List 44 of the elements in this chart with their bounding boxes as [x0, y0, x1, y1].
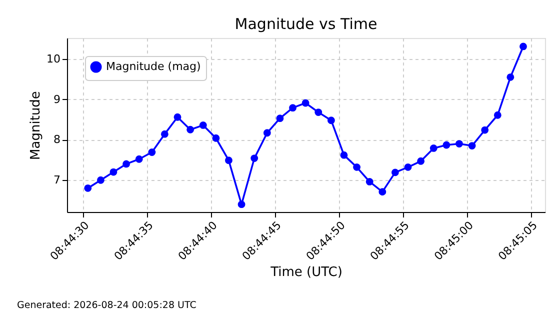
point: [494, 111, 502, 119]
point: [391, 168, 399, 176]
chart-title: Magnitude vs Time: [234, 15, 378, 33]
y-axis-title: Magnitude: [28, 91, 44, 160]
point: [263, 129, 271, 137]
point: [302, 99, 310, 107]
point: [135, 155, 143, 163]
point: [314, 108, 322, 116]
point: [327, 116, 335, 124]
point: [122, 160, 130, 168]
point: [199, 122, 207, 129]
point: [430, 144, 438, 152]
point: [84, 184, 92, 192]
point: [340, 151, 348, 159]
point: [456, 140, 463, 148]
text: Generated: 2026-08-24 00:05:28 UTC: [17, 300, 197, 311]
point: [148, 148, 156, 156]
point: [96, 176, 104, 184]
y-tick-label: 9: [54, 92, 60, 106]
point: [378, 188, 386, 196]
point: [225, 156, 232, 164]
point: [468, 142, 476, 150]
point: [506, 73, 514, 81]
point: [442, 141, 450, 149]
y-tick-label: 8: [54, 133, 60, 146]
y-tick-label: 7: [54, 174, 60, 187]
point: [238, 200, 246, 208]
point: [186, 126, 194, 134]
point: [110, 168, 118, 176]
point: [520, 42, 527, 50]
point: [212, 134, 220, 142]
point: [481, 126, 489, 134]
point: [276, 114, 284, 122]
point: [250, 154, 258, 162]
point: [404, 163, 412, 171]
point: [174, 113, 182, 121]
point: [289, 104, 296, 112]
point: [160, 130, 168, 138]
y-tick-label: 10: [46, 52, 60, 66]
legend-label: Magnitude (mag): [106, 60, 201, 73]
point: [417, 157, 425, 165]
x-axis-title: Time (UTC): [270, 265, 342, 280]
point: [353, 163, 360, 171]
point: [366, 178, 374, 186]
